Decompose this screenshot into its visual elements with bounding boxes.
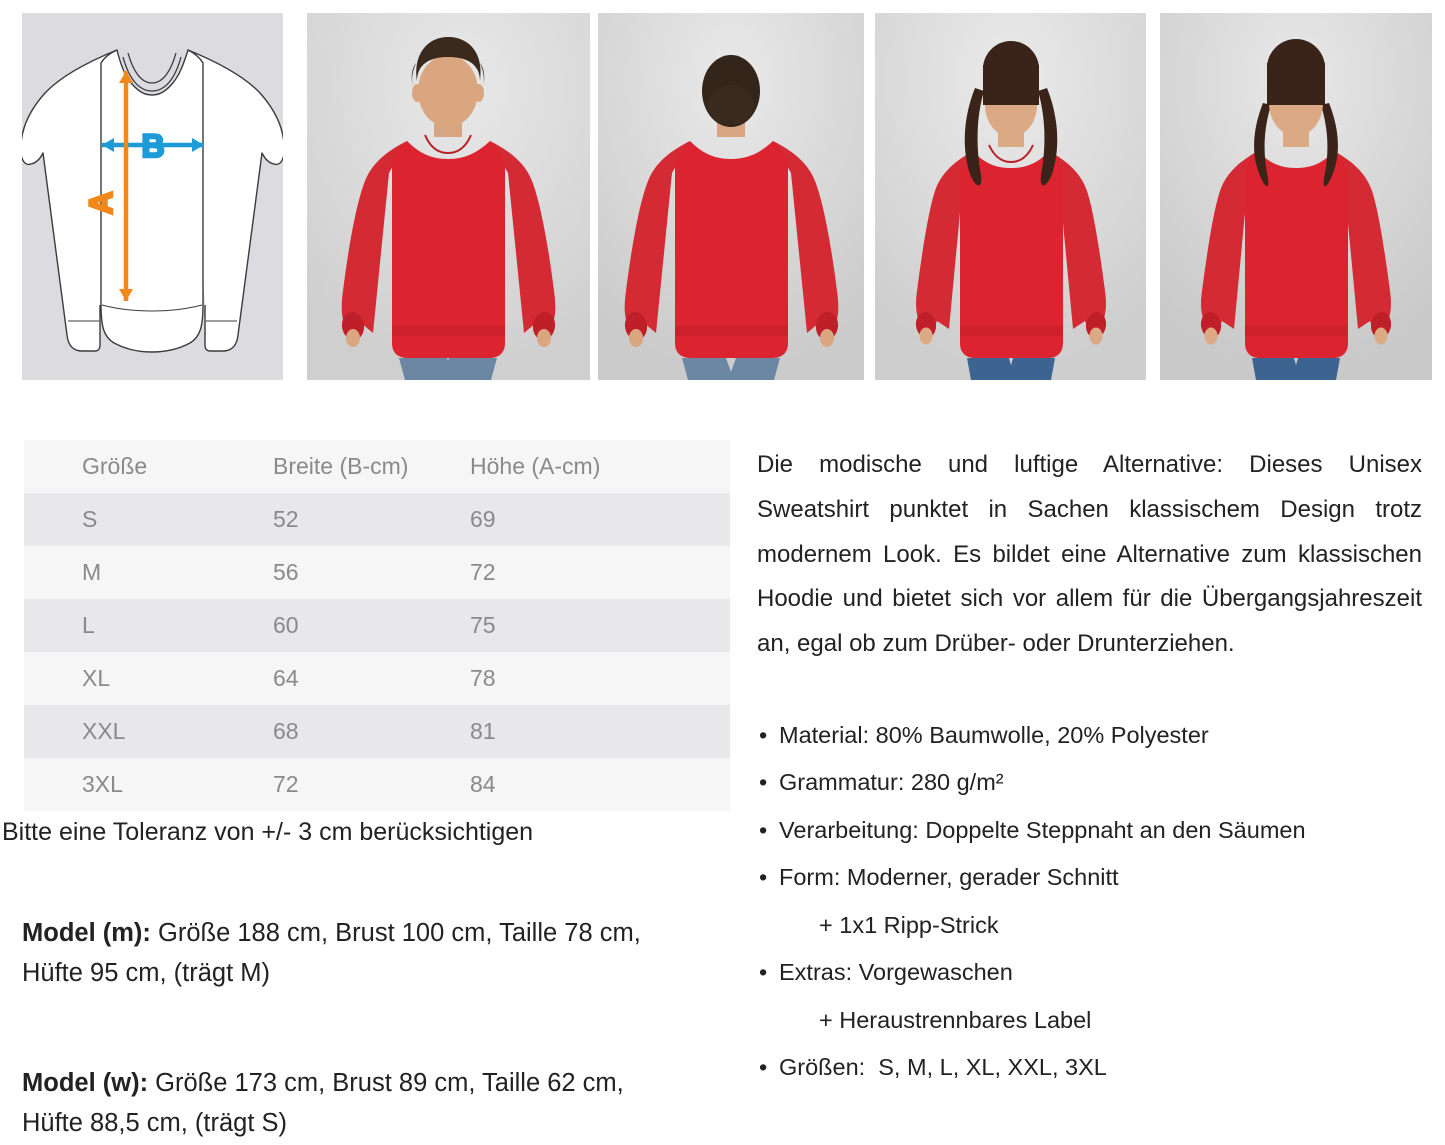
svg-text:B: B <box>141 128 164 164</box>
svg-text:A: A <box>83 191 119 214</box>
